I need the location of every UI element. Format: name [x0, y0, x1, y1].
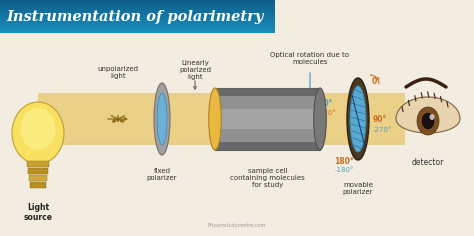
Text: unpolarized
light: unpolarized light [98, 66, 138, 79]
Text: Instrumentation of polarimetry: Instrumentation of polarimetry [6, 10, 264, 24]
Text: -90°: -90° [316, 98, 333, 108]
Text: detector: detector [412, 158, 444, 167]
Ellipse shape [314, 88, 326, 150]
Text: 90°: 90° [373, 115, 387, 125]
Text: 180°: 180° [334, 157, 354, 166]
Polygon shape [396, 97, 460, 133]
Ellipse shape [154, 83, 170, 155]
FancyBboxPatch shape [30, 182, 46, 188]
Ellipse shape [209, 88, 221, 150]
Text: 0°: 0° [372, 77, 381, 87]
Ellipse shape [12, 102, 64, 164]
FancyBboxPatch shape [27, 161, 49, 167]
Text: sample cell
containing molecules
for study: sample cell containing molecules for stu… [230, 168, 305, 188]
Text: Optical rotation due to
molecules: Optical rotation due to molecules [271, 52, 349, 65]
Ellipse shape [422, 113, 434, 129]
Ellipse shape [20, 108, 55, 150]
Text: Light
source: Light source [24, 203, 53, 222]
Ellipse shape [417, 107, 439, 135]
FancyBboxPatch shape [28, 168, 48, 174]
Text: fixed
polarizer: fixed polarizer [147, 168, 177, 181]
Text: Priyamstudycentre.com: Priyamstudycentre.com [208, 223, 266, 228]
Ellipse shape [350, 86, 366, 152]
Ellipse shape [429, 114, 435, 120]
Text: 270°: 270° [319, 110, 336, 116]
Text: Linearly
polarized
light: Linearly polarized light [179, 60, 211, 80]
FancyBboxPatch shape [215, 88, 320, 150]
Text: -270°: -270° [373, 127, 392, 133]
Text: -180°: -180° [334, 167, 354, 173]
Ellipse shape [347, 78, 369, 160]
Text: movable
polarizer: movable polarizer [343, 182, 373, 195]
FancyBboxPatch shape [29, 175, 47, 181]
Ellipse shape [157, 93, 167, 145]
